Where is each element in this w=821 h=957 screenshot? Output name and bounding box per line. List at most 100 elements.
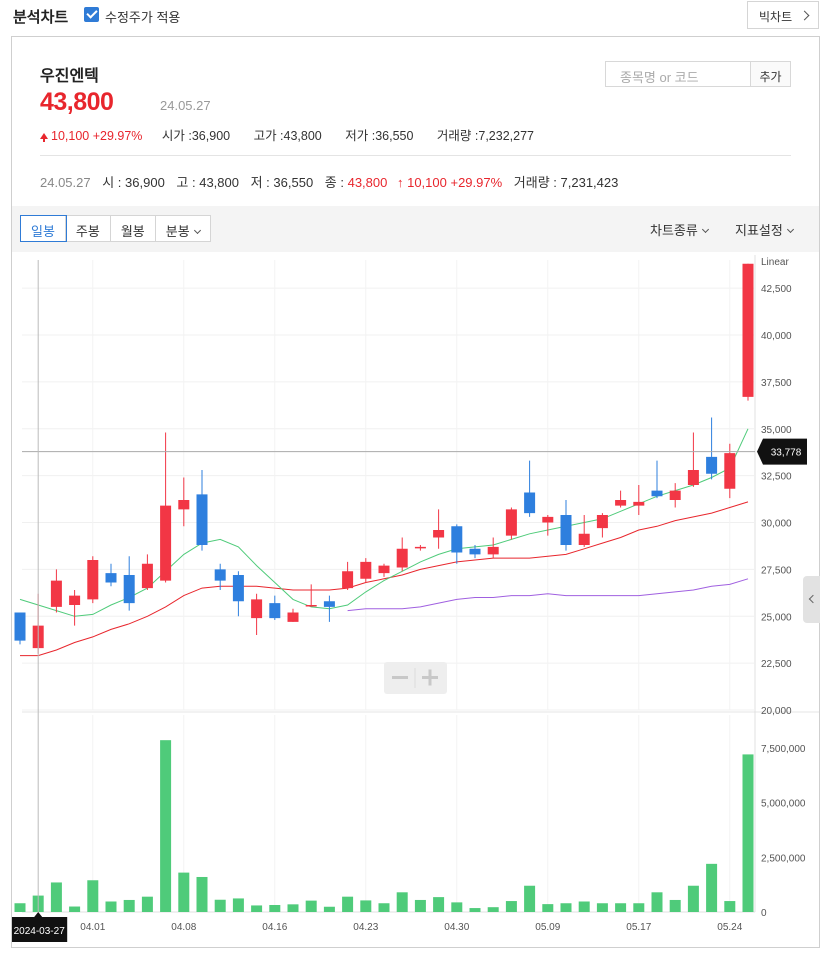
candle-body [360,561,372,579]
candle-body [141,563,153,589]
candle-body [560,515,572,545]
candle-body [287,612,299,622]
volume-bar [269,904,281,912]
candle-body [232,575,244,602]
zoom-in-icon-vertical [428,669,432,686]
current-price: 43,800 [40,88,114,116]
add-button[interactable]: 추가 [750,61,791,87]
tab-monthly[interactable]: 월봉 [111,216,156,241]
change-percent: +29.97% [92,129,143,143]
crosshair-price-tag [757,438,807,465]
candle-body [633,501,645,506]
info-low: 36,550 [273,175,314,190]
ma20-line [20,501,749,657]
volume-tick-label: 7,500,000 [761,744,806,755]
volume-bar [651,892,663,912]
volume-bar [323,906,335,912]
volume-bar [232,898,244,912]
candle-body [69,595,81,605]
x-tick-label: 05.24 [717,922,742,933]
indicator-label: 지표설정 [735,223,783,238]
volume-bar [123,899,135,912]
price-tick-label: 20,000 [761,706,792,717]
info-change-pct: +29.97% [450,175,503,190]
tab-daily[interactable]: 일봉 [20,215,67,242]
volume-bar [251,905,263,912]
open-label: 시가 : [161,129,192,143]
chart-type-label: 차트종류 [650,223,698,238]
candle-body [269,603,281,619]
volume-bar [687,885,699,912]
big-chart-button[interactable]: 빅차트 [747,1,819,29]
candle-body [651,490,663,497]
indicator-settings-dropdown[interactable]: 지표설정 [735,220,794,239]
volume-bar [87,880,99,912]
change-value: 10,100 [51,129,90,143]
volume-bar [487,907,499,912]
x-tick-label: 04.30 [444,922,469,933]
change-info: 10,100 +29.97% [40,129,142,143]
stock-search-input[interactable]: 종목명 or 코드 [605,61,751,87]
candle-body [251,599,263,619]
crosshair-price-label: 33,778 [771,448,802,459]
candle-body [451,526,463,553]
price-tick-label: 27,500 [761,565,792,576]
x-tick-label: 05.09 [535,922,560,933]
candle-body [706,456,718,474]
candle-body [596,515,608,529]
side-panel-toggle[interactable] [803,576,820,623]
scale-type-label: Linear [761,257,789,268]
volume-bar [724,901,736,912]
open-value: 36,900 [191,129,231,143]
candle-body [542,516,554,523]
adjusted-price-label[interactable]: 수정주가 적용 [105,10,181,25]
adjusted-price-checkbox[interactable] [84,7,99,22]
candle-body [50,580,62,607]
candle-body [524,492,536,514]
page-title: 분석차트 [13,9,69,26]
candle-body [469,548,481,555]
candle-body [687,470,699,485]
candle-body [505,509,517,536]
candle-body [342,571,354,589]
candle-body [487,546,499,555]
price-tick-label: 32,500 [761,472,792,483]
chart-type-dropdown[interactable]: 차트종류 [650,220,709,239]
x-tick-label: 04.23 [353,922,378,933]
tab-weekly[interactable]: 주봉 [66,216,111,241]
candle-body [433,530,445,538]
info-date: 24.05.27 [40,175,91,190]
crosshair-date-tag [12,912,68,942]
volume-bar [360,900,372,912]
chevron-right-icon [799,10,810,21]
volume-bar [305,900,317,912]
candle-body [196,494,208,545]
big-chart-label: 빅차트 [759,10,793,24]
volume-tick-label: 2,500,000 [761,853,806,864]
tab-minute[interactable]: 분봉 [156,216,210,241]
volume-bar [505,901,517,912]
stock-chart[interactable]: 20,000 22,500 25,000 27,500 30,000 32,500 35,0… [12,252,819,947]
volume-bar [742,754,754,912]
volume-bar [633,903,645,912]
price-date: 24.05.27 [160,98,211,113]
volume-bar [542,904,554,912]
volume-bar [615,903,627,912]
volume-value: 7,232,277 [478,129,534,143]
volume-bar [141,896,153,912]
chevron-down-icon [786,225,794,234]
volume-bar [414,899,426,912]
high-label: 고가 : [253,129,284,143]
info-open: 36,900 [125,175,165,190]
volume-bar [160,740,172,912]
volume-bar [342,896,354,912]
info-close-label: 종 : [324,175,348,190]
candle-body [160,505,172,581]
stock-name: 우진엔텍 [40,68,99,85]
volume-label: 거래량 : [436,129,479,143]
ma5-line [19,428,749,617]
candle-body [378,565,390,574]
up-arrow-icon [40,133,48,142]
candle-body [178,500,190,510]
chart-toolbar: 일봉 주봉 월봉 분봉 차트종류 지표설정 [12,206,819,252]
